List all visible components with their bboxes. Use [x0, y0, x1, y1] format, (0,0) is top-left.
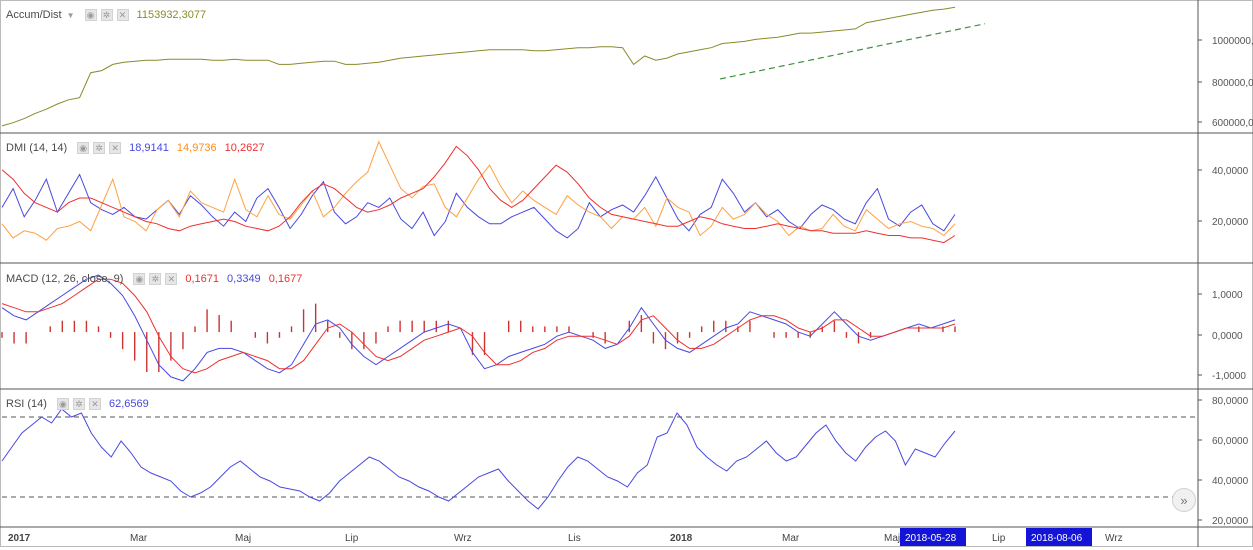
- gear-icon[interactable]: ✲: [149, 273, 162, 285]
- series-line: [1, 173, 956, 239]
- gear-icon[interactable]: ✲: [72, 398, 85, 410]
- time-axis-label: 2017: [8, 533, 31, 544]
- series-line: [1, 278, 956, 374]
- time-axis-label: Maj: [884, 533, 900, 544]
- accum-dist-header: Accum/Dist ▼ ◉ ✲ ✕ 1153932,3077: [6, 9, 206, 21]
- rsi-header: RSI (14) ◉ ✲ ✕ 62,6569: [6, 398, 149, 410]
- macd-hist-value: 0,1671: [185, 273, 220, 285]
- time-axis-label: Mar: [782, 533, 800, 544]
- series-line: [1, 6, 956, 127]
- close-icon[interactable]: ✕: [109, 142, 122, 154]
- series-line: [1, 145, 956, 244]
- trend-line: [719, 23, 986, 80]
- dmi-header: DMI (14, 14) ◉ ✲ ✕ 18,9141 14,9736 10,26…: [6, 142, 264, 154]
- y-tick-label: 20,0000: [1212, 217, 1249, 228]
- eye-icon[interactable]: ◉: [84, 9, 97, 21]
- eye-icon[interactable]: ◉: [133, 273, 146, 285]
- accum-dist-title[interactable]: Accum/Dist: [6, 9, 62, 21]
- gear-icon[interactable]: ✲: [93, 142, 106, 154]
- y-tick-label: -1,0000: [1212, 371, 1246, 382]
- dmi-plus-value: 18,9141: [129, 142, 169, 154]
- close-icon[interactable]: ✕: [88, 398, 101, 410]
- adx-value: 10,2627: [224, 142, 265, 154]
- date-badge: [1026, 528, 1092, 546]
- date-badge-label: 2018-05-28: [905, 533, 957, 544]
- macd-signal-value: 0,1677: [268, 273, 303, 285]
- y-tick-label: 1,0000: [1212, 290, 1243, 301]
- double-chevron-right-icon[interactable]: »: [1172, 488, 1196, 512]
- time-axis-label: Wrz: [1105, 533, 1123, 544]
- rsi-value: 62,6569: [108, 398, 149, 410]
- eye-icon[interactable]: ◉: [77, 142, 90, 154]
- accum-dist-value: 1153932,3077: [136, 9, 207, 21]
- y-tick-label: 1000000,0: [1212, 36, 1253, 47]
- y-tick-label: 0,0000: [1212, 331, 1243, 342]
- y-tick-label: 600000,0: [1212, 118, 1253, 129]
- dmi-title[interactable]: DMI (14, 14): [6, 142, 68, 154]
- y-tick-label: 800000,0: [1212, 78, 1253, 89]
- y-tick-label: 40,0000: [1212, 476, 1249, 487]
- time-axis-label: Wrz: [454, 533, 472, 544]
- close-icon[interactable]: ✕: [165, 273, 178, 285]
- date-badge-label: 2018-08-06: [1031, 533, 1083, 544]
- gear-icon[interactable]: ✲: [100, 9, 113, 21]
- series-line: [1, 274, 956, 382]
- chevron-down-icon[interactable]: ▼: [66, 10, 75, 20]
- date-badge: [900, 528, 966, 546]
- series-line: [1, 140, 956, 241]
- eye-icon[interactable]: ◉: [56, 398, 69, 410]
- time-axis-label: Lip: [345, 533, 359, 544]
- rsi-title[interactable]: RSI (14): [6, 398, 47, 410]
- time-axis-label: Lip: [992, 533, 1006, 544]
- time-axis-label: Lis: [568, 533, 581, 544]
- y-tick-label: 60,0000: [1212, 436, 1249, 447]
- macd-header: MACD (12, 26, close, 9) ◉ ✲ ✕ 0,1671 0,3…: [6, 273, 302, 285]
- time-axis-label: Mar: [130, 533, 148, 544]
- macd-title[interactable]: MACD (12, 26, close, 9): [6, 273, 124, 285]
- macd-value: 0,3349: [227, 273, 261, 285]
- y-tick-label: 20,0000: [1212, 516, 1249, 527]
- dmi-minus-value: 14,9736: [176, 142, 217, 154]
- series-line: [1, 408, 956, 510]
- time-axis-label: Maj: [235, 533, 251, 544]
- y-tick-label: 80,0000: [1212, 396, 1249, 407]
- time-axis-label: 2018: [670, 533, 693, 544]
- y-tick-label: 40,0000: [1212, 166, 1249, 177]
- close-icon[interactable]: ✕: [116, 9, 129, 21]
